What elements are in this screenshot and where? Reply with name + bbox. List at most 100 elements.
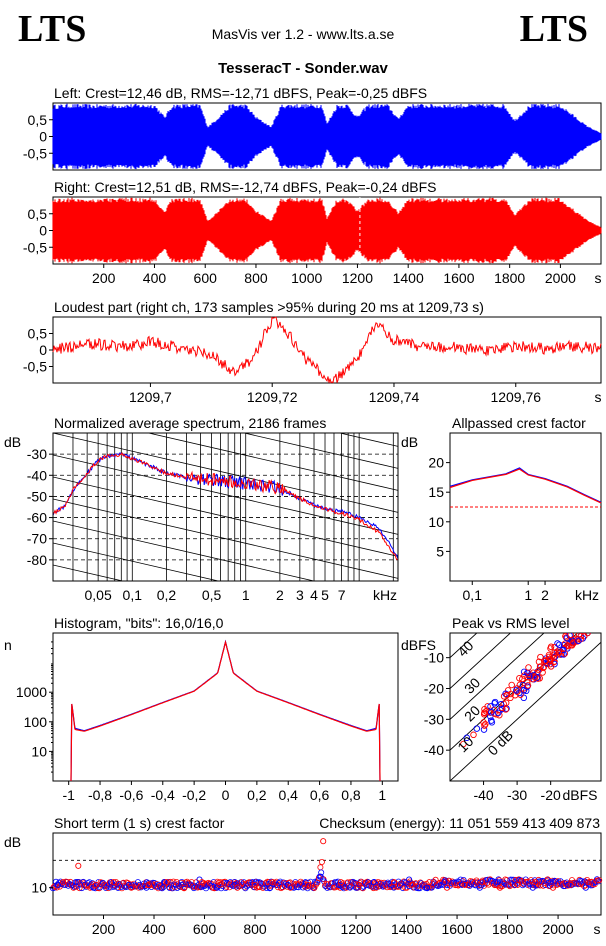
short-term-crest-xtick-5-label: 1200 xyxy=(340,921,371,937)
short-term-crest-checksum: Checksum (energy): 11 051 559 413 409 87… xyxy=(319,815,600,831)
peak-rms-point xyxy=(503,691,511,699)
peak-vs-rms-frame xyxy=(449,632,602,782)
crest-point-left xyxy=(72,879,79,886)
peak-rms-point-left xyxy=(520,694,528,702)
peak-rms-point xyxy=(521,672,528,679)
peak-rms-point xyxy=(535,666,543,674)
crest-point-left xyxy=(399,885,406,892)
crest-point-left xyxy=(423,884,430,891)
peak-rms-point xyxy=(508,681,515,689)
peak-rms-point xyxy=(494,709,502,717)
peak-rms-point xyxy=(529,669,537,676)
crest-point-left xyxy=(476,884,483,891)
short-term-crest-xtick-2-label: 600 xyxy=(193,921,217,937)
crest-point-left xyxy=(108,879,115,886)
spectrum-diag-15 xyxy=(53,498,398,579)
crest-point-left xyxy=(565,881,572,888)
left-waveform-ytick-2-label: -0,5 xyxy=(23,145,47,161)
peak-vs-rms-xunit: dBFS xyxy=(562,787,597,803)
crest-point-right xyxy=(443,884,451,891)
peak-rms-point xyxy=(481,722,488,729)
crest-point-right xyxy=(145,881,153,888)
peak-rms-point xyxy=(488,719,496,726)
right-waveform-title: Right: Crest=12,51 dB, RMS=-12,74 dBFS, … xyxy=(54,179,436,195)
peak-rms-diag-3 xyxy=(450,633,579,751)
allpassed-crest-xtick-1-label: 1 xyxy=(524,587,532,603)
short-term-crest-frame xyxy=(52,832,602,916)
app-title: MasVis ver 1.2 - www.lts.a.se xyxy=(211,26,395,42)
crest-point-left xyxy=(318,869,325,876)
crest-point-right xyxy=(479,879,486,886)
crest-point-left xyxy=(512,881,519,888)
spectrum-diag-9 xyxy=(338,433,398,447)
peak-rms-point-right xyxy=(470,731,477,739)
peak-rms-point xyxy=(480,711,488,718)
allpassed-crest-title: Allpassed crest factor xyxy=(452,415,586,431)
peak-rms-point xyxy=(520,668,528,676)
peak-rms-point-right xyxy=(460,740,467,748)
crest-point-left xyxy=(242,885,249,892)
peak-rms-point-left xyxy=(463,734,471,742)
loudest-part-frame xyxy=(52,316,602,384)
peak-rms-diag-label-30: 30 xyxy=(461,674,483,696)
right-waveform-xtick-1-label: 400 xyxy=(143,270,167,286)
spectrum-diag-11 xyxy=(146,433,398,491)
crest-point-right xyxy=(373,884,380,891)
peak-rms-point xyxy=(551,660,558,668)
peak-rms-point xyxy=(567,633,574,639)
crest-point-right xyxy=(349,879,356,886)
short-term-crest-xtick-4-label: 1000 xyxy=(290,921,321,937)
short-term-crest-xtick-0-label: 200 xyxy=(92,921,116,937)
histogram-xtick-6-label: 0,2 xyxy=(247,787,267,803)
spectrum-diag-5 xyxy=(53,279,398,358)
peak-rms-point xyxy=(516,681,524,689)
crest-point-right xyxy=(181,884,188,891)
short-term-crest-xtick-9-label: 2000 xyxy=(542,921,573,937)
crest-point-right xyxy=(461,881,468,888)
peak-rms-point-left xyxy=(473,725,481,732)
left-waveform-ytick-0-label: 0,5 xyxy=(28,112,48,128)
peak-rms-point xyxy=(513,687,520,694)
peak-rms-diag-2 xyxy=(450,633,545,720)
crest-point-left xyxy=(267,884,274,891)
crest-point-left xyxy=(595,878,602,885)
loudest-part-title: Loudest part (right ch, 173 samples >95%… xyxy=(54,299,484,315)
right-waveform-ytick-2-label: -0,5 xyxy=(23,239,47,255)
crest-point-right xyxy=(216,881,223,888)
peak-rms-point xyxy=(491,698,499,706)
right-waveform-ytick-1-label: 0 xyxy=(39,223,47,239)
right-waveform-xtick-8-label: 1800 xyxy=(494,270,525,286)
peak-rms-point xyxy=(488,709,495,716)
histogram-ytick-1-label: 100 xyxy=(24,714,48,730)
crest-point-left xyxy=(547,879,554,886)
loudest-part-xunit: s xyxy=(595,389,602,405)
spectrum-series-right xyxy=(53,451,398,561)
crest-point-right xyxy=(532,879,539,886)
peak-vs-rms-ylabel: dBFS xyxy=(401,637,436,653)
peak-rms-point xyxy=(524,682,532,689)
loudest-part-xtick-3-label: 1209,76 xyxy=(490,389,541,405)
allpassed-crest-series-right xyxy=(449,468,602,504)
peak-rms-point xyxy=(542,657,550,665)
crest-point-right xyxy=(311,884,318,891)
allpassed-crest-ylabel: dB xyxy=(401,434,418,450)
crest-point-left xyxy=(494,879,501,886)
peak-rms-point xyxy=(482,720,489,728)
right-waveform-xtick-3-label: 800 xyxy=(244,270,268,286)
peak-rms-point xyxy=(511,691,519,699)
spectrum-diag-16 xyxy=(53,520,316,581)
spectrum-diag-12 xyxy=(53,433,398,513)
crest-point-right xyxy=(549,884,557,891)
avg-spectrum-xtick-6-label: 3 xyxy=(296,587,304,603)
crest-point-right xyxy=(234,884,241,891)
peak-rms-point xyxy=(563,634,571,642)
left-waveform-ytick-1-label: 0 xyxy=(39,129,47,145)
right-waveform-xtick-0-label: 200 xyxy=(92,270,116,286)
crest-point-right xyxy=(163,879,170,886)
peak-rms-point xyxy=(502,706,510,713)
crest-point-right xyxy=(455,882,462,889)
peak-rms-point xyxy=(555,649,563,657)
right-waveform-xtick-4-label: 1000 xyxy=(291,270,322,286)
crest-point-right xyxy=(496,884,504,891)
